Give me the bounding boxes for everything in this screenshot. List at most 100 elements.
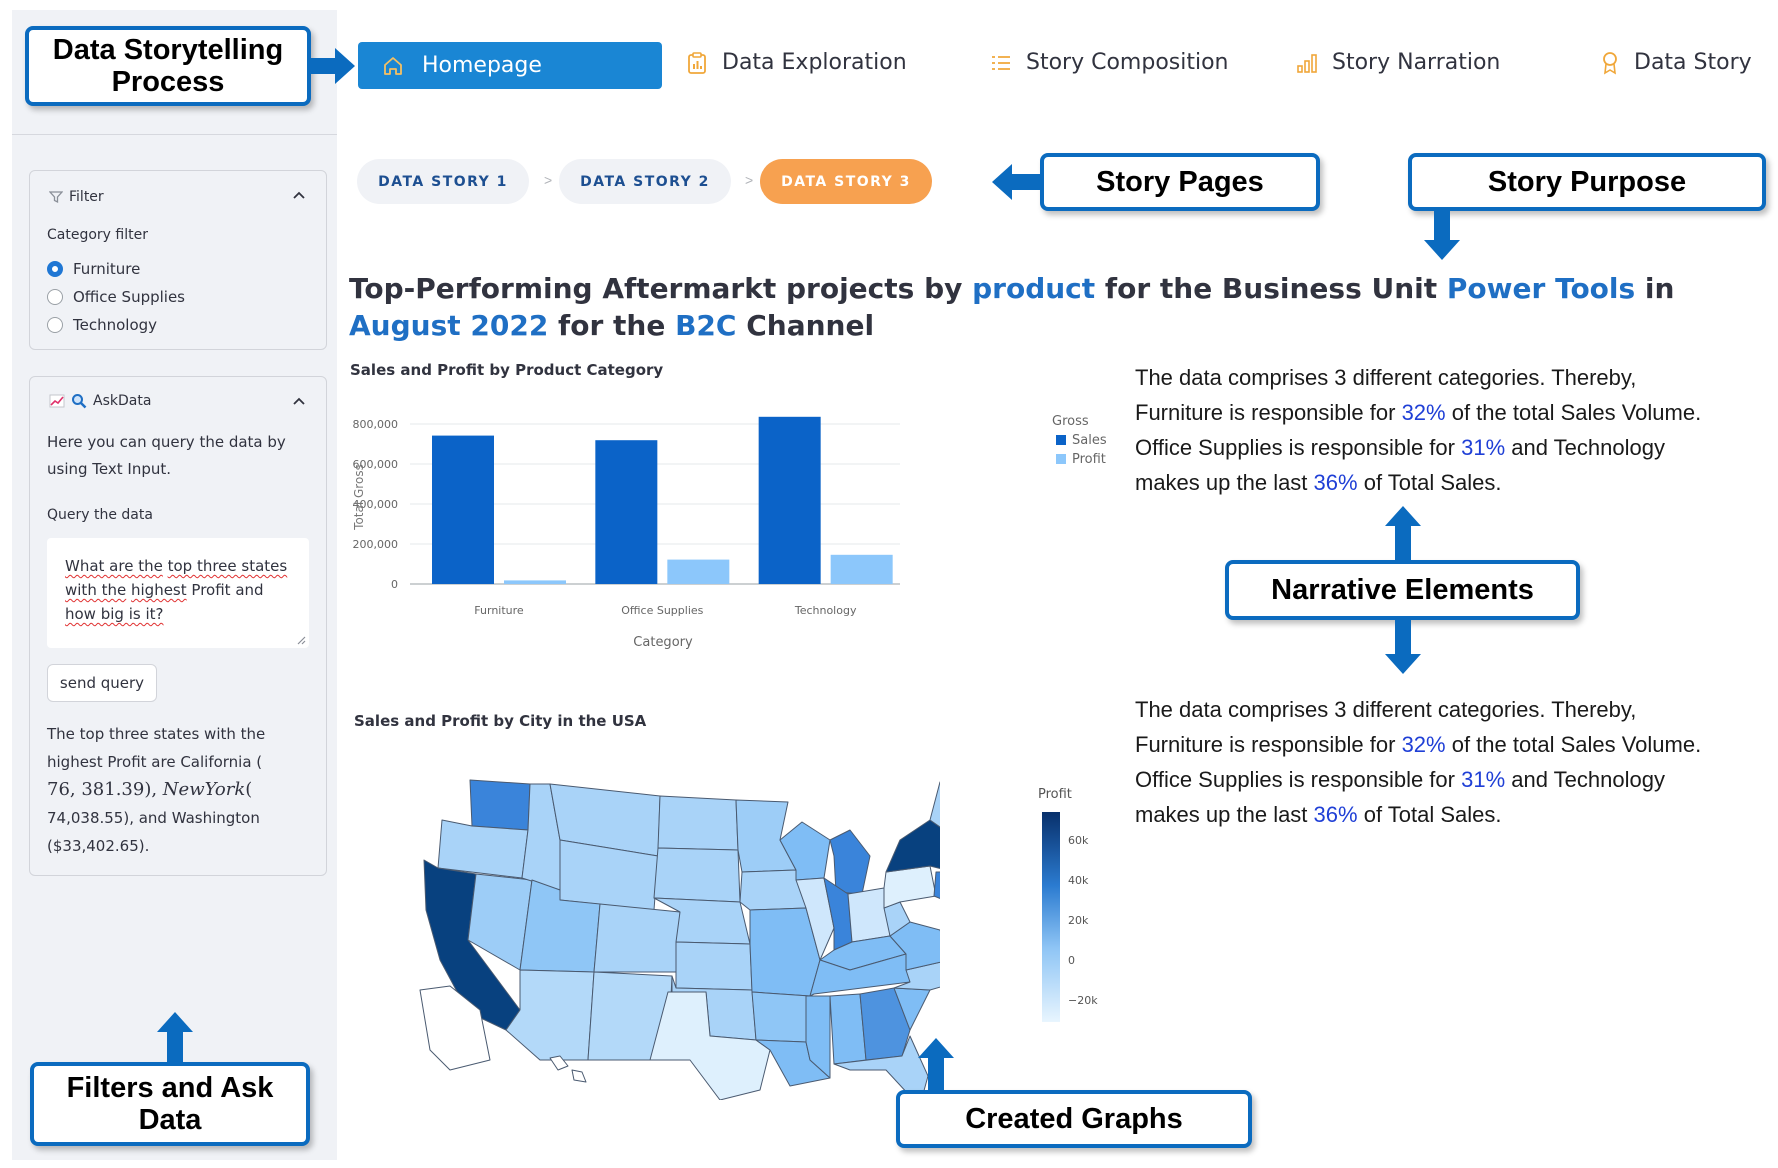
- nav-data-exploration[interactable]: Data Exploration: [686, 50, 907, 75]
- callout-story-purpose: Story Purpose: [1408, 153, 1766, 211]
- nav-data-story[interactable]: Data Story: [1600, 50, 1752, 75]
- breadcrumb-separator: >: [544, 172, 553, 188]
- bar-profit: [504, 580, 566, 584]
- callout-narrative: Narrative Elements: [1225, 560, 1580, 620]
- tab-data-story-3[interactable]: DATA STORY 3: [760, 159, 932, 204]
- magnifier-icon: [72, 394, 87, 409]
- query-label: Query the data: [47, 507, 153, 523]
- colorbar-tick-label: 40k: [1068, 874, 1089, 887]
- chart-trend-icon: [49, 394, 65, 408]
- askdata-intro: Here you can query the data by using Tex…: [47, 433, 286, 478]
- state-hawaii: [549, 1055, 587, 1083]
- query-textarea[interactable]: What are the top three states with the h…: [47, 538, 309, 648]
- colorbar: [1042, 812, 1060, 1022]
- radio-furniture[interactable]: Furniture: [47, 255, 185, 283]
- chevron-up-icon[interactable]: [292, 393, 306, 409]
- colorbar-tick-label: 20k: [1068, 914, 1089, 927]
- highlight-product: product: [972, 272, 1096, 305]
- y-tick-label: 200,000: [353, 538, 399, 551]
- callout-process: Data Storytelling Process: [25, 26, 311, 106]
- askdata-header[interactable]: AskData: [49, 393, 151, 409]
- map-chart-title: Sales and Profit by City in the USA: [354, 712, 647, 730]
- narrative-text-1: The data comprises 3 different categorie…: [1135, 365, 1702, 495]
- x-tick-label: Technology: [794, 604, 857, 617]
- state-new-york: [885, 819, 940, 873]
- state-north-dakota: [657, 795, 739, 851]
- x-tick-label: Office Supplies: [621, 604, 703, 617]
- arrow-left-icon: [992, 164, 1042, 200]
- y-tick-label: 800,000: [353, 418, 399, 431]
- legend-entry: Profit: [1072, 452, 1106, 467]
- y-tick-label: 400,000: [353, 498, 399, 511]
- highlight-channel: B2C: [675, 309, 737, 342]
- arrow-up-icon: [157, 1012, 193, 1064]
- filter-title: Filter: [69, 189, 104, 205]
- sidebar-divider: [12, 134, 337, 135]
- x-tick-label: Furniture: [474, 604, 524, 617]
- nav-story-narration[interactable]: Story Narration: [1296, 50, 1500, 75]
- state-arkansas: [751, 991, 811, 1043]
- state-kansas: [675, 941, 753, 991]
- colorbar-tick-label: 60k: [1068, 834, 1089, 847]
- bar-sales: [432, 435, 494, 584]
- arrow-up-icon: [918, 1038, 954, 1092]
- radio-technology[interactable]: Technology: [47, 311, 185, 339]
- send-query-button[interactable]: send query: [47, 664, 157, 702]
- tab-data-story-1[interactable]: DATA STORY 1: [357, 159, 529, 204]
- bar-chart-title: Sales and Profit by Product Category: [350, 361, 664, 379]
- radio-office-supplies[interactable]: Office Supplies: [47, 283, 185, 311]
- radio-selected-icon: [47, 261, 63, 277]
- story-purpose-headline: Top-Performing Aftermarkt projects by pr…: [349, 272, 1675, 342]
- state-alaska: [419, 985, 491, 1071]
- filter-panel: Filter Category filter Furniture Office …: [29, 170, 327, 350]
- colorbar-title: Profit: [1038, 787, 1072, 802]
- arrow-down-icon: [1385, 618, 1421, 674]
- state-arizona: [505, 969, 595, 1061]
- filter-header[interactable]: Filter: [49, 189, 104, 205]
- bar-sales: [595, 440, 658, 584]
- state-colorado: [593, 903, 681, 973]
- award-icon: [1603, 51, 1617, 75]
- highlight-date: August 2022: [349, 309, 549, 342]
- callout-filters: Filters and Ask Data: [30, 1062, 310, 1146]
- state-michigan: [829, 829, 871, 895]
- nav-story-composition[interactable]: Story Composition: [990, 50, 1229, 75]
- arrow-up-icon: [1385, 506, 1421, 562]
- resize-handle-icon[interactable]: [296, 635, 306, 645]
- state-south-dakota: [653, 847, 741, 903]
- callout-story-pages: Story Pages: [1040, 153, 1320, 211]
- usa-choropleth-map: [419, 779, 940, 1100]
- radio-icon: [47, 317, 63, 333]
- colorbar-ticks: 60k 40k 20k 0 −20k: [1068, 812, 1118, 1022]
- state-pennsylvania: [883, 865, 937, 909]
- category-filter-label: Category filter: [47, 227, 148, 243]
- bar-chart: 0 200,000 400,000 600,000 800,000 Total Gross…: [352, 414, 1107, 650]
- breadcrumb-separator: >: [745, 172, 754, 188]
- narrative-text-2: The data comprises 3 different categorie…: [1135, 697, 1702, 827]
- arrow-down-icon: [1424, 210, 1460, 260]
- state-washington: [469, 779, 531, 831]
- y-axis-label: Total Gross: [352, 464, 366, 531]
- legend-title: Gross: [1052, 414, 1089, 429]
- state-new-england: [929, 781, 940, 828]
- arrow-right-icon: [311, 48, 355, 84]
- callout-graphs: Created Graphs: [896, 1090, 1252, 1148]
- state-oregon: [437, 819, 529, 879]
- bar-profit: [830, 554, 893, 584]
- filter-icon: [49, 191, 63, 204]
- query-answer: The top three states with the highest Pr…: [47, 725, 266, 855]
- tab-data-story-2[interactable]: DATA STORY 2: [559, 159, 731, 204]
- state-new-jersey: [933, 871, 940, 899]
- highlight-business-unit: Power Tools: [1446, 272, 1636, 305]
- bar-profit: [667, 559, 730, 584]
- bar-chart-icon: [1297, 53, 1317, 73]
- state-mississippi: [805, 995, 831, 1079]
- chevron-up-icon[interactable]: [292, 187, 306, 203]
- y-tick-label: 0: [391, 578, 398, 591]
- state-texas: [649, 991, 771, 1100]
- x-axis-label: Category: [633, 635, 693, 650]
- legend-entry: Sales: [1072, 433, 1107, 448]
- colorbar-tick-label: 0: [1068, 954, 1075, 967]
- nav-homepage[interactable]: Homepage: [358, 42, 662, 89]
- askdata-title: AskData: [93, 393, 152, 409]
